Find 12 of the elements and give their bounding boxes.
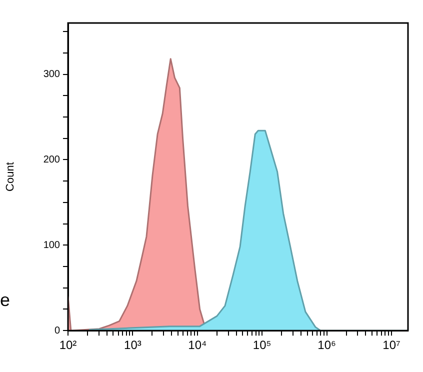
x-tick-label: 10⁵ <box>252 338 272 352</box>
y-tick-label: 100 <box>43 240 60 251</box>
text: e <box>0 290 10 311</box>
y-tick-label: 0 <box>54 325 60 336</box>
x-tick-label: 10⁶ <box>318 338 336 352</box>
x-tick-label: 10⁷ <box>382 338 400 352</box>
x-tick-label: 10² <box>59 338 77 352</box>
y-tick-label: 200 <box>43 154 60 166</box>
y-axis-title: Count <box>4 162 17 192</box>
x-tick-label: 10⁴ <box>188 338 207 352</box>
y-tick-label: 300 <box>43 69 60 80</box>
x-tick-label: 10³ <box>124 338 142 352</box>
